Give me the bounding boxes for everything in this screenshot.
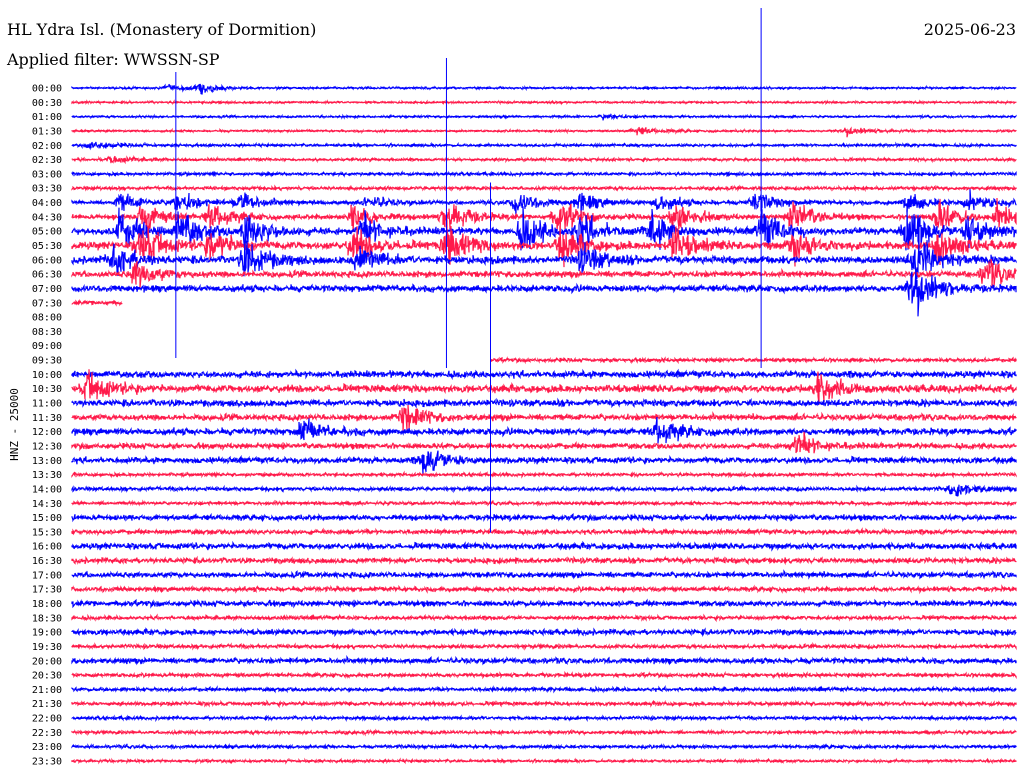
trace-1900: [71, 627, 1017, 638]
trace-0400: [71, 189, 1017, 217]
time-tick-label: 15:30: [32, 527, 62, 538]
filter-label: Applied filter: WWSSN-SP: [7, 50, 220, 69]
trace-0730: [71, 299, 123, 307]
time-tick-label: 10:30: [32, 384, 62, 395]
trace-0030: [71, 99, 1017, 106]
trace-0130: [71, 126, 1017, 138]
time-tick-label: 16:30: [32, 556, 62, 567]
trace-1730: [71, 584, 1017, 595]
trace-1700: [71, 569, 1017, 580]
time-tick-label: 05:00: [32, 227, 62, 238]
time-tick-label: 11:30: [32, 413, 62, 424]
time-tick-label: 15:00: [32, 513, 62, 524]
trace-0500: [71, 206, 1017, 256]
trace-0300: [71, 170, 1017, 178]
trace-2030: [71, 670, 1017, 680]
trace-0630: [71, 258, 1017, 288]
time-tick-label: 13:30: [32, 470, 62, 481]
trace-2330: [71, 757, 1017, 765]
trace-2130: [71, 699, 1017, 709]
time-tick-label: 23:30: [32, 757, 62, 768]
time-tick-label: 06:30: [32, 270, 62, 281]
time-tick-label: 10:00: [32, 370, 62, 381]
time-tick-label: 18:30: [32, 613, 62, 624]
time-tick-label: 18:00: [32, 599, 62, 610]
trace-2230: [71, 728, 1017, 737]
time-tick-label: 09:30: [32, 356, 62, 367]
trace-1930: [71, 641, 1017, 651]
trace-1330: [71, 470, 1017, 479]
trace-1000: [71, 368, 1017, 381]
time-tick-label: 12:30: [32, 441, 62, 452]
time-tick-label: 12:00: [32, 427, 62, 438]
trace-1500: [71, 512, 1017, 523]
trace-1300: [71, 450, 1017, 475]
time-tick-label: 22:30: [32, 728, 62, 739]
trace-1430: [71, 499, 1017, 508]
time-tick-label: 06:00: [32, 255, 62, 266]
time-tick-label: 07:30: [32, 298, 62, 309]
trace-1200: [71, 417, 1017, 444]
trace-0700: [71, 268, 1017, 317]
time-tick-label: 16:00: [32, 542, 62, 553]
trace-2000: [71, 654, 1017, 666]
date-label: 2025-06-23: [923, 20, 1016, 39]
trace-1800: [71, 598, 1017, 609]
trace-0230: [71, 155, 1017, 165]
trace-0530: [71, 219, 1017, 268]
trace-1400: [71, 483, 1017, 497]
time-tick-label: 05:30: [32, 241, 62, 252]
trace-1030: [71, 369, 1017, 405]
trace-0000: [71, 83, 1017, 95]
time-tick-label: 22:00: [32, 714, 62, 725]
time-tick-label: 09:00: [32, 341, 62, 352]
trace-2200: [71, 714, 1017, 723]
time-tick-label: 21:00: [32, 685, 62, 696]
time-tick-label: 02:00: [32, 141, 62, 152]
time-tick-label: 14:00: [32, 484, 62, 495]
trace-1230: [71, 431, 1017, 454]
time-tick-label: 20:00: [32, 656, 62, 667]
time-tick-label: 00:00: [32, 84, 62, 95]
time-tick-label: 01:00: [32, 112, 62, 123]
time-tick-label: 03:30: [32, 184, 62, 195]
time-tick-label: 04:30: [32, 212, 62, 223]
trace-2100: [71, 685, 1017, 694]
time-tick-label: 14:30: [32, 499, 62, 510]
trace-0100: [71, 113, 1017, 121]
trace-0430: [71, 197, 1017, 234]
trace-1830: [71, 613, 1017, 623]
trace-0930: [490, 356, 1017, 365]
time-tick-label: 01:30: [32, 126, 62, 137]
trace-1600: [71, 540, 1017, 552]
trace-1530: [71, 527, 1017, 537]
trace-1130: [71, 404, 1017, 434]
trace-0600: [71, 233, 1017, 281]
time-tick-label: 04:00: [32, 198, 62, 209]
time-tick-label: 07:00: [32, 284, 62, 295]
time-tick-label: 23:00: [32, 742, 62, 753]
time-tick-label: 00:30: [32, 98, 62, 109]
time-tick-label: 20:30: [32, 671, 62, 682]
time-tick-label: 19:00: [32, 628, 62, 639]
trace-1100: [71, 397, 1017, 409]
time-tick-label: 08:00: [32, 313, 62, 324]
time-tick-label: 02:30: [32, 155, 62, 166]
time-tick-label: 11:00: [32, 399, 62, 410]
time-tick-label: 17:00: [32, 570, 62, 581]
trace-0200: [71, 141, 1017, 151]
trace-1630: [71, 555, 1017, 566]
time-tick-label: 08:30: [32, 327, 62, 338]
station-title: HL Ydra Isl. (Monastery of Dormition): [7, 20, 317, 39]
trace-0330: [71, 184, 1017, 193]
time-tick-label: 19:30: [32, 642, 62, 653]
time-tick-label: 13:00: [32, 456, 62, 467]
time-tick-label: 03:00: [32, 169, 62, 180]
trace-2300: [71, 742, 1017, 751]
time-tick-label: 21:30: [32, 699, 62, 710]
time-tick-label: 17:30: [32, 585, 62, 596]
